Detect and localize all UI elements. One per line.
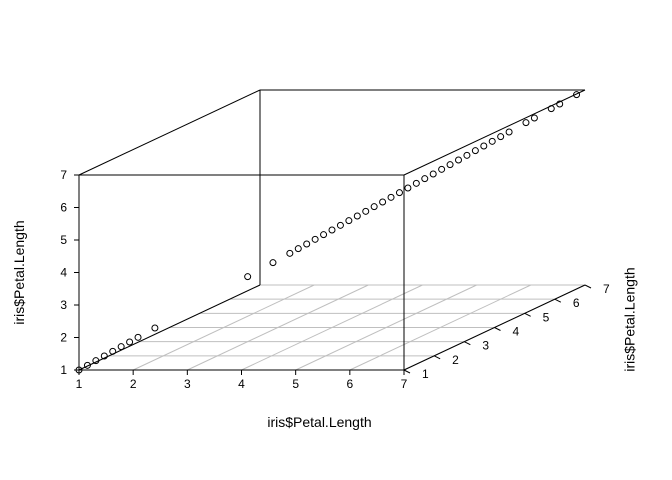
data-point [83,361,91,369]
box-edge [403,89,586,176]
y-tick [494,327,501,331]
data-point [244,273,252,281]
y-tick-label: 7 [603,282,610,296]
data-point [117,343,125,351]
x-tick-label: 1 [76,377,83,391]
y-tick [403,369,411,374]
z-tick-label: 3 [60,298,67,312]
data-point [92,357,100,365]
data-point [370,203,378,211]
x-tick-label: 2 [130,377,137,391]
data-point [387,193,395,201]
data-point [421,175,429,183]
z-tick-label: 5 [60,233,67,247]
data-point [471,147,479,155]
data-point [438,165,446,173]
floor-grid [78,284,586,371]
z-tick-label: 7 [60,168,67,182]
box-edge [78,284,261,371]
data-point [379,198,387,206]
y-tick-label: 2 [452,353,459,367]
y-tick [464,341,471,346]
data-point [556,100,564,108]
data-point [573,91,581,99]
y-tick-label: 3 [482,339,489,353]
x-axis-title: iris$Petal.Length [267,414,371,430]
data-point [362,207,370,215]
y-tick [433,355,441,360]
data-point [497,133,505,141]
x-tick-label: 3 [184,377,191,391]
data-point [286,249,294,257]
y-axis-title: iris$Petal.Length [622,267,638,371]
data-point [126,338,134,346]
data-point [345,217,353,225]
x-tick-label: 5 [292,377,299,391]
data-point [353,212,361,220]
data-point [109,347,117,355]
z-tick-label: 6 [60,201,67,215]
z-tick-label: 4 [60,266,67,280]
y-tick-label: 4 [513,325,520,339]
data-points [75,91,581,374]
data-point [311,235,319,243]
x-tick-label: 7 [401,377,408,391]
y-tick [554,298,562,303]
y-tick-label: 5 [543,310,550,324]
data-point [320,231,328,239]
y-tick-label: 1 [422,367,429,381]
y-tick-label: 6 [573,296,580,310]
data-point [412,179,420,187]
x-tick-label: 6 [346,377,353,391]
y-tick [524,312,531,317]
data-point [303,240,311,248]
data-point [328,226,336,234]
x-tick-label: 4 [238,377,245,391]
z-tick-label: 1 [60,363,67,377]
data-point [75,366,83,374]
z-axis-title: iris$Petal.Length [11,220,27,324]
data-point [446,161,454,169]
data-point [134,333,142,341]
data-point [269,259,277,267]
data-point [547,105,555,113]
data-point [505,128,513,136]
y-tick [584,284,592,289]
data-point [429,170,437,178]
data-point [463,151,471,159]
data-point [488,137,496,145]
data-point [404,184,412,192]
data-point [455,156,462,164]
data-point [294,245,302,253]
data-point [395,189,403,197]
data-point [151,324,159,332]
data-point [530,114,538,122]
z-tick-label: 2 [60,331,67,345]
box-edge [78,89,261,176]
data-point [480,142,488,150]
data-point [336,221,344,229]
data-point [522,119,530,127]
data-point [100,352,108,360]
